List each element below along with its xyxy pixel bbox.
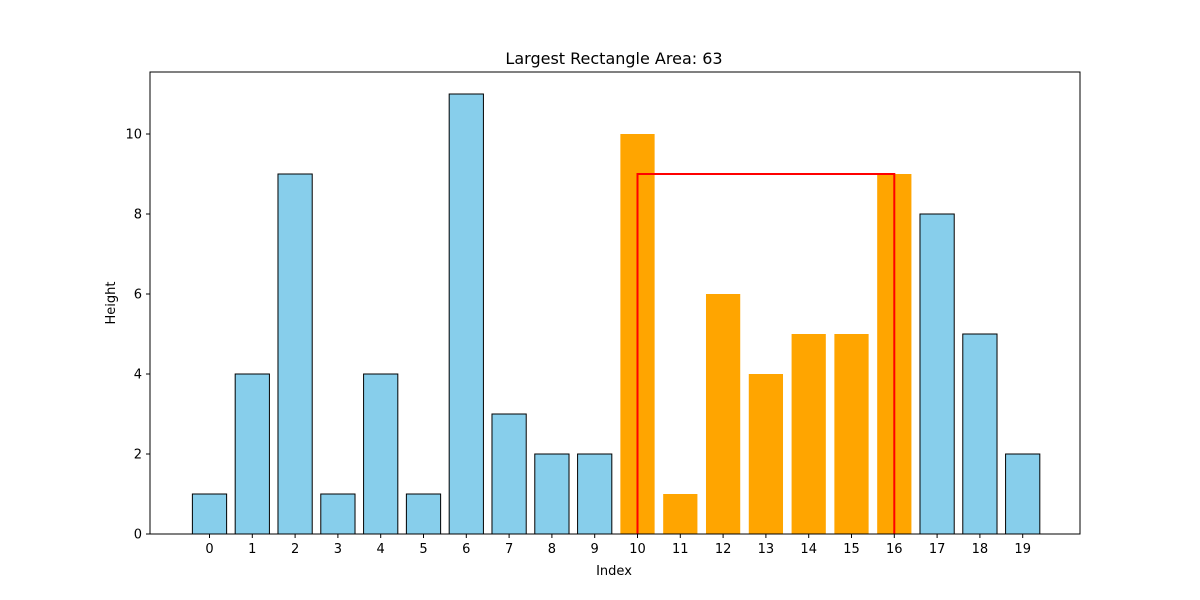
bar — [405, 493, 442, 535]
x-tick-label: 9 — [591, 542, 599, 557]
largest-rectangle-outline — [636, 173, 896, 534]
x-tick-label: 0 — [205, 542, 213, 557]
x-tick-label: 12 — [715, 542, 732, 557]
bar — [448, 93, 484, 535]
x-tick-label: 11 — [672, 542, 689, 557]
bar — [491, 413, 527, 535]
y-tick-label: 2 — [134, 448, 142, 463]
x-tick-label: 15 — [843, 542, 860, 557]
x-tick-label: 4 — [377, 542, 385, 557]
x-tick-label: 8 — [548, 542, 556, 557]
x-tick-label: 3 — [334, 542, 342, 557]
bar-highlighted — [791, 334, 826, 534]
y-tick-label: 8 — [134, 208, 142, 223]
x-tick-label: 6 — [462, 542, 470, 557]
x-tick-label: 1 — [248, 542, 256, 557]
bar — [577, 453, 613, 535]
x-tick-label: 2 — [291, 542, 299, 557]
plot-frame — [149, 71, 1081, 535]
bar — [320, 493, 356, 535]
bar-highlighted — [705, 294, 741, 534]
x-tick-label: 19 — [1014, 542, 1031, 557]
bar-highlighted — [748, 374, 784, 534]
x-tick-label: 5 — [419, 542, 427, 557]
x-tick-label: 14 — [800, 542, 817, 557]
bar-highlighted — [834, 334, 869, 534]
bar — [277, 173, 313, 535]
x-tick-label: 17 — [929, 542, 946, 557]
bar — [962, 333, 998, 535]
y-tick-label: 6 — [134, 288, 142, 303]
bar-highlighted — [663, 494, 698, 534]
bar — [534, 453, 570, 535]
y-axis-label: Height — [104, 282, 119, 325]
bar — [234, 373, 270, 535]
bar — [363, 373, 399, 535]
x-tick-label: 7 — [505, 542, 513, 557]
x-tick-label: 18 — [972, 542, 989, 557]
y-tick-label: 0 — [134, 528, 142, 543]
bar — [919, 213, 955, 535]
chart-title: Largest Rectangle Area: 63 — [505, 49, 722, 68]
bar — [191, 493, 228, 535]
bar — [1005, 453, 1041, 535]
y-tick-label: 10 — [125, 128, 142, 143]
x-tick-label: 13 — [758, 542, 775, 557]
x-tick-label: 16 — [886, 542, 903, 557]
x-axis-label: Index — [596, 564, 632, 579]
x-tick-label: 10 — [629, 542, 646, 557]
y-tick-label: 4 — [134, 368, 142, 383]
